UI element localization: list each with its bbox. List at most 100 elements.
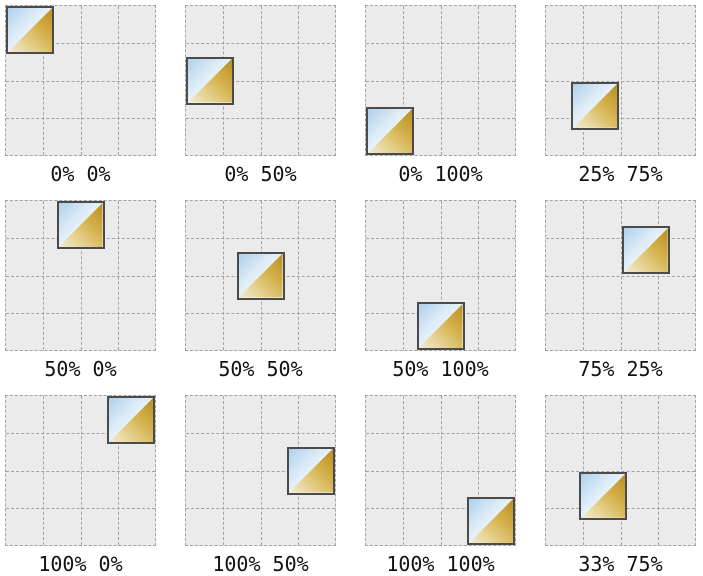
gridline-vertical-50 xyxy=(440,396,442,545)
gridline-horizontal-50 xyxy=(6,470,155,472)
gridline-horizontal-25 xyxy=(546,433,695,435)
position-swatch xyxy=(186,56,234,105)
gridline-horizontal-50 xyxy=(546,80,695,82)
position-demo-panel xyxy=(5,5,156,156)
position-demo-cell: 75% 25% xyxy=(545,200,696,395)
gridline-horizontal-75 xyxy=(546,312,695,314)
position-label: 100% 100% xyxy=(386,552,495,576)
position-demo-panel xyxy=(185,200,336,351)
position-demo-panel xyxy=(5,200,156,351)
position-demo-panel xyxy=(5,395,156,546)
position-label: 50% 0% xyxy=(44,357,117,381)
gridline-horizontal-50 xyxy=(546,275,695,277)
position-demo-cell: 50% 0% xyxy=(5,200,156,395)
gold-triangle xyxy=(8,8,52,52)
gridline-horizontal-50 xyxy=(366,80,515,82)
position-swatch xyxy=(416,302,465,350)
gridline-vertical-25 xyxy=(403,201,405,350)
position-label: 0% 50% xyxy=(224,162,297,186)
gridline-vertical-25 xyxy=(223,201,225,350)
gridline-horizontal-50 xyxy=(6,275,155,277)
gold-triangle xyxy=(368,109,412,153)
gridline-vertical-75 xyxy=(117,201,119,350)
gridline-horizontal-75 xyxy=(6,507,155,509)
position-swatch xyxy=(579,471,628,520)
position-demo-cell: 33% 75% xyxy=(545,395,696,576)
gold-triangle xyxy=(418,304,463,348)
gold-triangle xyxy=(188,58,232,103)
gridline-vertical-75 xyxy=(657,6,659,155)
position-swatch xyxy=(366,107,414,155)
gridline-horizontal-25 xyxy=(366,433,515,435)
gridline-vertical-50 xyxy=(620,201,622,350)
position-swatch xyxy=(571,81,620,130)
gold-triangle xyxy=(109,398,153,442)
position-label: 33% 75% xyxy=(578,552,663,576)
gridline-vertical-50 xyxy=(80,6,82,155)
gridline-vertical-75 xyxy=(657,201,659,350)
position-demo-panel xyxy=(185,395,336,546)
gridline-horizontal-25 xyxy=(186,238,335,240)
gridline-horizontal-75 xyxy=(186,312,335,314)
gridline-vertical-25 xyxy=(43,396,45,545)
gridline-vertical-75 xyxy=(477,201,479,350)
position-demo-cell: 50% 50% xyxy=(185,200,336,395)
gridline-vertical-25 xyxy=(583,6,585,155)
gold-triangle xyxy=(469,499,513,543)
gridline-horizontal-25 xyxy=(546,238,695,240)
position-label: 50% 50% xyxy=(218,357,303,381)
gridline-vertical-50 xyxy=(440,6,442,155)
gridline-vertical-25 xyxy=(583,201,585,350)
gridline-vertical-50 xyxy=(620,396,622,545)
position-demo-cell: 100% 50% xyxy=(185,395,336,576)
gold-triangle xyxy=(58,203,103,247)
position-demo-cell: 50% 100% xyxy=(365,200,516,395)
gridline-horizontal-75 xyxy=(546,117,695,119)
position-demo-cell: 0% 50% xyxy=(185,5,336,200)
gridline-horizontal-25 xyxy=(546,43,695,45)
position-swatch xyxy=(107,396,155,444)
gridline-horizontal-50 xyxy=(6,80,155,82)
gridline-vertical-75 xyxy=(477,6,479,155)
position-swatch xyxy=(621,226,670,275)
position-swatch xyxy=(287,446,335,495)
position-label: 100% 50% xyxy=(212,552,309,576)
position-demo-panel xyxy=(545,395,696,546)
gold-triangle xyxy=(623,228,668,273)
gridline-horizontal-25 xyxy=(366,238,515,240)
position-demo-cell: 100% 100% xyxy=(365,395,516,576)
gold-triangle xyxy=(289,448,333,493)
position-label: 75% 25% xyxy=(578,357,663,381)
position-demo-panel xyxy=(545,5,696,156)
position-demo-panel xyxy=(365,395,516,546)
position-demo-cell: 0% 100% xyxy=(365,5,516,200)
gold-triangle xyxy=(238,253,283,298)
gold-triangle xyxy=(581,473,626,518)
position-demo-panel xyxy=(185,5,336,156)
position-demo-panel xyxy=(365,200,516,351)
position-demo-panel xyxy=(365,5,516,156)
gridline-horizontal-75 xyxy=(186,507,335,509)
gridline-horizontal-75 xyxy=(6,117,155,119)
position-swatch xyxy=(467,497,515,545)
position-demo-cell: 25% 75% xyxy=(545,5,696,200)
position-demo-panel xyxy=(545,200,696,351)
gridline-horizontal-50 xyxy=(366,275,515,277)
gridline-vertical-25 xyxy=(43,201,45,350)
gridline-vertical-50 xyxy=(260,6,262,155)
position-swatch xyxy=(6,6,54,54)
position-label: 0% 100% xyxy=(398,162,483,186)
gridline-horizontal-75 xyxy=(186,117,335,119)
gridline-horizontal-50 xyxy=(366,470,515,472)
gridline-vertical-25 xyxy=(583,396,585,545)
gridline-vertical-25 xyxy=(403,396,405,545)
gold-triangle xyxy=(573,83,618,128)
position-demo-cell: 0% 0% xyxy=(5,5,156,200)
gridline-vertical-25 xyxy=(223,396,225,545)
position-label: 0% 0% xyxy=(50,162,111,186)
gridline-horizontal-25 xyxy=(366,43,515,45)
gridline-horizontal-25 xyxy=(186,43,335,45)
gridline-horizontal-25 xyxy=(186,433,335,435)
position-label: 25% 75% xyxy=(578,162,663,186)
